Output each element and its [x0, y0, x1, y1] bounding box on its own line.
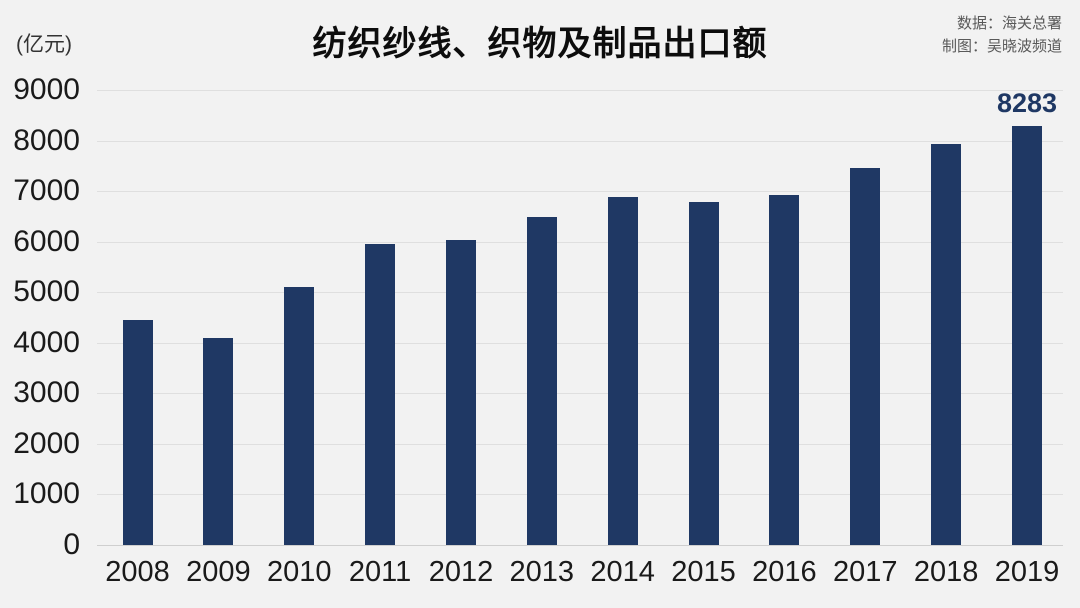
bar-2009	[203, 337, 234, 545]
x-tick-label-2011: 2011	[348, 556, 412, 588]
bar-2016	[769, 195, 800, 545]
bar-2017	[850, 168, 881, 545]
gridline-6000	[97, 241, 1063, 243]
gridline-5000	[97, 292, 1063, 294]
bar-2019	[1012, 126, 1042, 545]
source-credits: 数据：海关总署 制图：吴晓波频道	[942, 13, 1062, 58]
y-tick-label-1000: 1000	[13, 477, 80, 511]
gridline-9000	[97, 90, 1063, 91]
bar-2018	[931, 144, 962, 545]
chart-author-line: 制图：吴晓波频道	[941, 37, 1062, 55]
y-tick-label-7000: 7000	[13, 174, 80, 208]
x-tick-label-2016: 2016	[752, 556, 817, 588]
y-tick-label-6000: 6000	[13, 224, 80, 258]
y-tick-label-2000: 2000	[13, 426, 80, 460]
bar-2014	[607, 197, 638, 545]
data-source-line: 数据：海关总署	[956, 15, 1062, 32]
bar-2010	[284, 287, 315, 545]
x-tick-label-2012: 2012	[428, 556, 494, 588]
x-tick-label-2013: 2013	[509, 556, 575, 588]
y-axis-unit-label: (亿元)	[16, 33, 72, 56]
x-tick-label-2018: 2018	[913, 556, 979, 588]
gridline-2000	[97, 443, 1063, 445]
plot-area	[97, 90, 1063, 546]
bar-2011	[365, 244, 396, 545]
gridline-1000	[97, 494, 1063, 496]
x-tick-label-2014: 2014	[590, 556, 655, 588]
gridline-3000	[97, 393, 1063, 395]
x-tick-label-2017: 2017	[833, 556, 898, 588]
y-tick-label-8000: 8000	[13, 123, 80, 157]
bar-2008	[122, 319, 153, 545]
bar-2013	[526, 216, 557, 545]
y-tick-label-5000: 5000	[13, 275, 80, 309]
chart-title: 纺织纱线、织物及制品出口额	[312, 25, 768, 63]
gridline-7000	[97, 191, 1063, 193]
y-tick-label-4000: 4000	[13, 325, 80, 359]
x-tick-label-2019: 2019	[994, 556, 1060, 588]
y-tick-label-0: 0	[63, 528, 80, 561]
bar-2015	[688, 201, 719, 545]
x-tick-label-2009: 2009	[186, 556, 251, 588]
gridline-4000	[97, 342, 1063, 344]
y-tick-label-3000: 3000	[13, 376, 80, 410]
bar-2012	[445, 240, 476, 545]
gridline-8000	[97, 140, 1063, 142]
data-label-2019: 8283	[996, 88, 1058, 119]
gridline-0	[97, 545, 1063, 546]
x-tick-label-2010: 2010	[266, 556, 332, 588]
x-tick-label-2015: 2015	[671, 556, 736, 588]
y-tick-label-9000: 9000	[13, 73, 80, 106]
x-tick-label-2008: 2008	[105, 556, 170, 588]
